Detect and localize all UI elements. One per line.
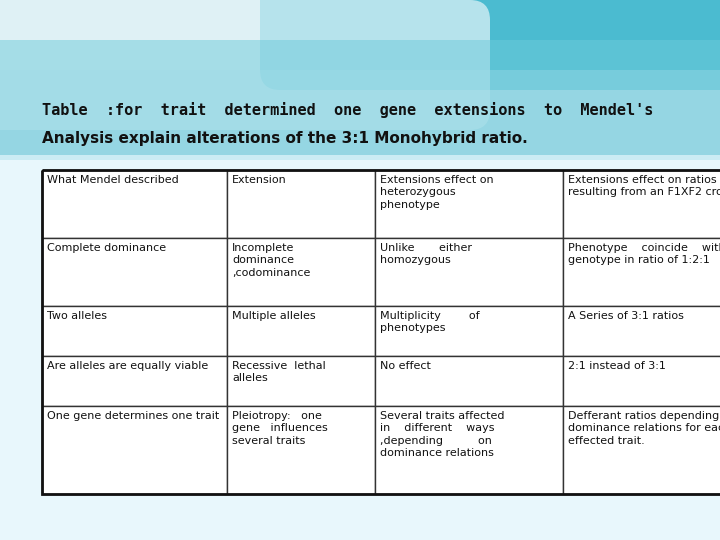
Text: Multiple alleles: Multiple alleles xyxy=(232,311,315,321)
Bar xyxy=(42,238,227,306)
Bar xyxy=(42,406,227,494)
Bar xyxy=(375,356,563,406)
Text: A Series of 3:1 ratios: A Series of 3:1 ratios xyxy=(568,311,684,321)
Text: Two alleles: Two alleles xyxy=(47,311,107,321)
Text: Complete dominance: Complete dominance xyxy=(47,243,166,253)
Text: Defferant ratios depending on
dominance relations for each
effected trait.: Defferant ratios depending on dominance … xyxy=(568,411,720,446)
Text: Are alleles are equally viable: Are alleles are equally viable xyxy=(47,361,208,371)
Bar xyxy=(42,170,720,494)
Bar xyxy=(227,238,375,306)
FancyBboxPatch shape xyxy=(0,70,720,160)
FancyBboxPatch shape xyxy=(0,40,720,155)
Text: Unlike       either
homozygous: Unlike either homozygous xyxy=(380,243,472,265)
Text: No effect: No effect xyxy=(380,361,431,371)
Bar xyxy=(563,406,720,494)
FancyBboxPatch shape xyxy=(0,0,490,130)
Bar xyxy=(563,306,720,356)
Bar xyxy=(375,238,563,306)
Text: Table  :for  trait  determined  one  gene  extensions  to  Mendel's: Table :for trait determined one gene ext… xyxy=(42,102,653,118)
Bar xyxy=(42,306,227,356)
Text: What Mendel described: What Mendel described xyxy=(47,175,179,185)
Text: Recessive  lethal
alleles: Recessive lethal alleles xyxy=(232,361,325,383)
Text: Extensions effect on ratios
resulting from an F1XF2 cross: Extensions effect on ratios resulting fr… xyxy=(568,175,720,198)
Text: Multiplicity        of
phenotypes: Multiplicity of phenotypes xyxy=(380,311,480,333)
Bar xyxy=(42,356,227,406)
Text: Extension: Extension xyxy=(232,175,287,185)
Bar xyxy=(0,155,720,540)
Bar xyxy=(563,170,720,238)
Bar xyxy=(42,170,227,238)
Bar xyxy=(375,306,563,356)
Bar xyxy=(227,356,375,406)
Bar xyxy=(375,406,563,494)
Bar xyxy=(227,406,375,494)
Text: Pleiotropy:   one
gene   influences
several traits: Pleiotropy: one gene influences several … xyxy=(232,411,328,446)
Bar xyxy=(563,238,720,306)
Bar xyxy=(0,0,720,243)
Bar xyxy=(227,306,375,356)
Text: Several traits affected
in    different    ways
,depending          on
dominance: Several traits affected in different way… xyxy=(380,411,505,458)
Text: One gene determines one trait: One gene determines one trait xyxy=(47,411,220,421)
Text: Phenotype    coincide    with
genotype in ratio of 1:2:1: Phenotype coincide with genotype in rati… xyxy=(568,243,720,265)
Bar xyxy=(563,356,720,406)
Text: Extensions effect on
heterozygous
phenotype: Extensions effect on heterozygous phenot… xyxy=(380,175,494,210)
Bar xyxy=(227,170,375,238)
Bar xyxy=(375,170,563,238)
Text: Analysis explain alterations of the 3:1 Monohybrid ratio.: Analysis explain alterations of the 3:1 … xyxy=(42,131,528,145)
Text: Incomplete
dominance
,codominance: Incomplete dominance ,codominance xyxy=(232,243,310,278)
Text: 2:1 instead of 3:1: 2:1 instead of 3:1 xyxy=(568,361,666,371)
Bar xyxy=(0,243,720,540)
FancyBboxPatch shape xyxy=(260,0,720,90)
